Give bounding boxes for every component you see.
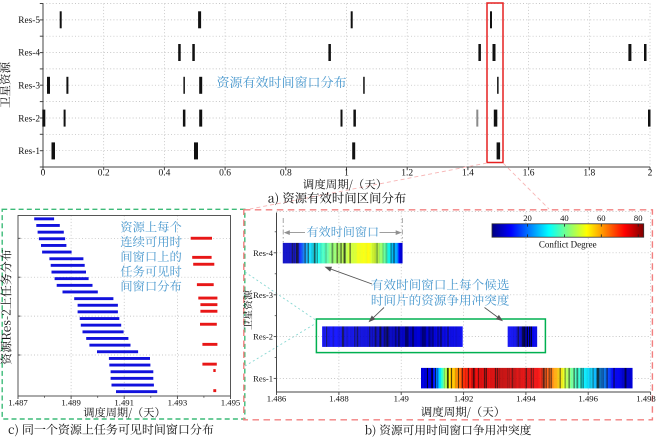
svg-text:1.488: 1.488 bbox=[329, 394, 349, 404]
svg-text:Res-4: Res-4 bbox=[18, 49, 40, 59]
svg-text:1.8: 1.8 bbox=[583, 169, 595, 179]
svg-text:1.49: 1.49 bbox=[394, 394, 409, 404]
svg-text:Res-3: Res-3 bbox=[18, 82, 40, 92]
svg-text:60: 60 bbox=[597, 213, 606, 223]
svg-text:0.4: 0.4 bbox=[158, 169, 170, 179]
svg-text:1.493: 1.493 bbox=[168, 398, 188, 408]
svg-text:1.492: 1.492 bbox=[454, 394, 474, 404]
svg-text:0.6: 0.6 bbox=[219, 169, 231, 179]
svg-text:80: 80 bbox=[634, 213, 643, 223]
svg-text:Res-1: Res-1 bbox=[18, 147, 40, 157]
svg-text:1.489: 1.489 bbox=[61, 398, 81, 408]
svg-text:Res-2: Res-2 bbox=[253, 332, 273, 342]
svg-text:1.498: 1.498 bbox=[636, 394, 656, 404]
svg-text:1.486: 1.486 bbox=[267, 394, 287, 404]
svg-text:1.495: 1.495 bbox=[221, 398, 241, 408]
svg-text:1.494: 1.494 bbox=[516, 394, 536, 404]
svg-text:1.6: 1.6 bbox=[523, 169, 535, 179]
svg-text:Conflict Degree: Conflict Degree bbox=[539, 240, 597, 250]
svg-text:1.487: 1.487 bbox=[8, 398, 28, 408]
svg-text:0.8: 0.8 bbox=[280, 169, 292, 179]
svg-text:1.491: 1.491 bbox=[114, 398, 134, 408]
svg-text:0: 0 bbox=[41, 169, 46, 179]
svg-text:1.2: 1.2 bbox=[401, 169, 413, 179]
svg-text:1.496: 1.496 bbox=[578, 394, 598, 404]
svg-text:20: 20 bbox=[523, 213, 532, 223]
svg-text:2: 2 bbox=[648, 169, 653, 179]
svg-text:Res-1: Res-1 bbox=[253, 373, 273, 383]
svg-text:1: 1 bbox=[344, 169, 349, 179]
svg-text:1.4: 1.4 bbox=[462, 169, 474, 179]
svg-text:Res-5: Res-5 bbox=[18, 16, 40, 26]
svg-text:Res-4: Res-4 bbox=[253, 248, 274, 258]
svg-text:40: 40 bbox=[560, 213, 569, 223]
svg-text:0.2: 0.2 bbox=[98, 169, 110, 179]
svg-text:Res-3: Res-3 bbox=[253, 290, 273, 300]
svg-text:Res-2: Res-2 bbox=[18, 114, 40, 124]
